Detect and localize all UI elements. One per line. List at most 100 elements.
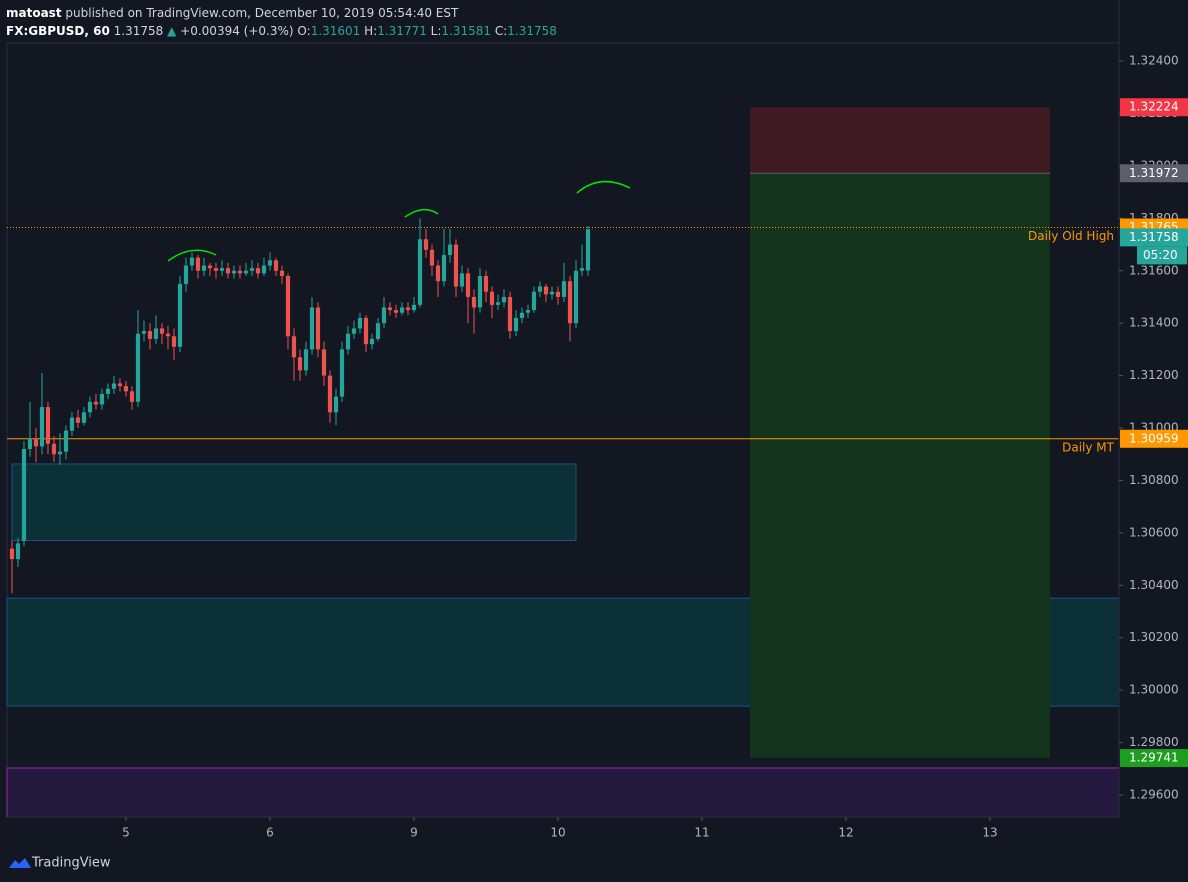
candle-body bbox=[261, 265, 267, 274]
candle-body bbox=[357, 317, 363, 329]
last: 1.31758 bbox=[113, 24, 164, 38]
symbol: FX:GBPUSD, 60 bbox=[6, 24, 110, 38]
arc bbox=[404, 208, 439, 218]
candle-body bbox=[291, 336, 297, 358]
candle-body bbox=[201, 265, 207, 271]
candle-body bbox=[333, 396, 339, 413]
candle-body bbox=[165, 333, 171, 337]
x-tick-label: 10 bbox=[550, 826, 565, 840]
x-tick-label: 6 bbox=[266, 826, 274, 840]
candle-body bbox=[363, 317, 369, 345]
arc bbox=[576, 180, 631, 194]
candle-body bbox=[93, 401, 99, 405]
candle-body bbox=[21, 449, 27, 541]
candle-body bbox=[207, 265, 213, 269]
candle-body bbox=[423, 239, 429, 250]
candle-body bbox=[87, 401, 93, 413]
level-label: Daily MT bbox=[1062, 440, 1115, 454]
level-label: Daily Old High bbox=[1028, 229, 1114, 243]
target-tag-label: 1.29741 bbox=[1129, 751, 1179, 765]
annotations bbox=[167, 180, 631, 262]
candle-body bbox=[45, 407, 51, 444]
candle-body bbox=[27, 438, 33, 450]
candle-body bbox=[105, 388, 111, 394]
candle-body bbox=[495, 302, 501, 305]
candle-body bbox=[465, 273, 471, 297]
candle-body bbox=[279, 270, 285, 277]
candle-body bbox=[117, 383, 123, 387]
candle-body bbox=[273, 260, 279, 271]
candle-body bbox=[579, 268, 585, 271]
candle-body bbox=[561, 281, 567, 297]
stop-tag-label: 1.32224 bbox=[1129, 100, 1179, 114]
stop-tag bbox=[1120, 98, 1188, 117]
y-tick-label: 1.29600 bbox=[1129, 787, 1179, 801]
candle-body bbox=[129, 391, 135, 402]
y-tick-label: 1.30400 bbox=[1129, 578, 1179, 592]
quote-line: FX:GBPUSD, 60 1.31758 ▲ +0.00394 (+0.3%)… bbox=[6, 22, 557, 40]
published: published on TradingView.com, December 1… bbox=[65, 6, 459, 20]
target-tag bbox=[1120, 749, 1188, 768]
candle-body bbox=[213, 268, 219, 271]
c-label: C: bbox=[494, 24, 508, 38]
x-tick-label: 5 bbox=[122, 826, 130, 840]
author: matoast bbox=[6, 6, 62, 20]
candle-body bbox=[75, 417, 81, 423]
candle-body bbox=[15, 543, 21, 560]
candle-body bbox=[513, 317, 519, 332]
candle-body bbox=[429, 249, 435, 266]
candle-body bbox=[51, 443, 57, 455]
candle-body bbox=[303, 349, 309, 371]
publish-line: matoast published on TradingView.com, De… bbox=[6, 4, 557, 22]
candle-body bbox=[225, 268, 231, 274]
y-tick-label: 1.30600 bbox=[1129, 525, 1179, 539]
candle-body bbox=[171, 336, 177, 347]
candle-body bbox=[543, 286, 549, 295]
candle-body bbox=[327, 375, 333, 413]
footer: TradingView bbox=[8, 855, 111, 871]
candle-body bbox=[525, 310, 531, 313]
zone bbox=[11, 463, 577, 541]
countdown-tag bbox=[1137, 246, 1187, 265]
level-tag-label: 1.30959 bbox=[1129, 431, 1179, 445]
candle-body bbox=[159, 328, 165, 334]
candle-body bbox=[123, 386, 129, 392]
candle-body bbox=[135, 333, 141, 402]
candle-body bbox=[153, 328, 159, 339]
last-price-tag-label: 1.31758 bbox=[1129, 230, 1179, 244]
arc bbox=[167, 249, 217, 262]
candle-body bbox=[471, 296, 477, 308]
header: matoast published on TradingView.com, De… bbox=[6, 4, 557, 40]
candle-body bbox=[585, 229, 591, 271]
candle-body bbox=[531, 291, 537, 311]
last-price-tag bbox=[1120, 228, 1188, 247]
candle-body bbox=[375, 323, 381, 339]
x-tick-label: 13 bbox=[982, 826, 997, 840]
candle-body bbox=[141, 331, 147, 334]
candle-body bbox=[549, 291, 555, 295]
candle-body bbox=[249, 268, 255, 271]
candle-body bbox=[399, 307, 405, 313]
candle-body bbox=[345, 333, 351, 350]
x-tick-label: 12 bbox=[838, 826, 853, 840]
candle-body bbox=[195, 257, 201, 271]
x-tick-label: 11 bbox=[694, 826, 709, 840]
x-tick-label: 9 bbox=[410, 826, 418, 840]
candle-body bbox=[267, 260, 273, 266]
candle-body bbox=[237, 270, 243, 274]
candle-body bbox=[111, 383, 117, 389]
entry-tag bbox=[1120, 164, 1188, 183]
candle-body bbox=[573, 270, 579, 324]
loss-area bbox=[749, 107, 1050, 174]
candle-body bbox=[351, 328, 357, 334]
zone bbox=[6, 767, 1120, 818]
candle-body bbox=[99, 393, 105, 405]
candle-body bbox=[309, 307, 315, 350]
candle-body bbox=[555, 291, 561, 297]
candle-body bbox=[219, 268, 225, 271]
y-tick-label: 1.31400 bbox=[1129, 316, 1179, 330]
candle-body bbox=[297, 357, 303, 371]
candle-body bbox=[63, 430, 69, 452]
candle-body bbox=[81, 412, 87, 423]
